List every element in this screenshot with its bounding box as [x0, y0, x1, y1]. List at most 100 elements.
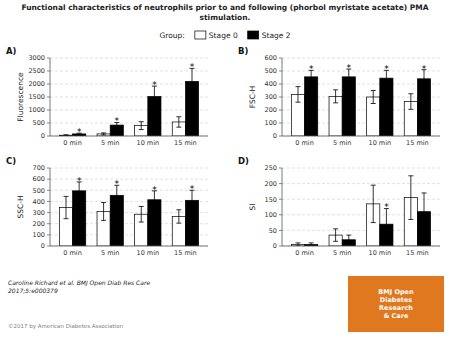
- error-cap: [309, 83, 314, 84]
- error-bar: [295, 243, 300, 246]
- plot-area: [291, 176, 430, 246]
- y-tick-label: 500: [265, 67, 277, 75]
- error-cap: [333, 102, 338, 103]
- x-axis: [50, 136, 208, 137]
- y-tick: [47, 168, 50, 169]
- y-tick: [47, 136, 50, 137]
- error-bar: [371, 185, 376, 222]
- error-bar: [63, 135, 68, 136]
- x-tick-label: 10 min: [369, 139, 392, 147]
- grid-line: [282, 58, 440, 59]
- y-axis-label: FSC-H: [248, 86, 257, 109]
- y-tick: [279, 110, 282, 111]
- error-cap: [114, 127, 119, 128]
- error-cap: [101, 132, 106, 133]
- x-tick-label: 0 min: [295, 139, 313, 147]
- y-tick: [47, 123, 50, 124]
- annotation: *: [309, 64, 314, 74]
- error-cap: [63, 196, 68, 197]
- y-tick: [279, 136, 282, 137]
- error-bar: [346, 235, 351, 244]
- y-tick-label: 0: [273, 132, 277, 140]
- error-cap: [152, 208, 157, 209]
- error-cap: [408, 219, 413, 220]
- error-cap: [176, 127, 181, 128]
- grid-line: [282, 183, 440, 184]
- error-stem: [311, 243, 312, 246]
- x-axis: [282, 136, 440, 137]
- panel-label: A): [6, 46, 17, 56]
- y-tick: [279, 84, 282, 85]
- error-bar: [139, 206, 144, 222]
- x-tick-label: 15 min: [406, 249, 429, 257]
- error-cap: [371, 185, 376, 186]
- y-tick-label: 500: [33, 187, 45, 195]
- y-tick: [279, 97, 282, 98]
- error-cap: [346, 84, 351, 85]
- legend-swatch: [195, 31, 206, 39]
- y-tick-label: 300: [33, 209, 45, 217]
- y-tick: [47, 71, 50, 72]
- error-stem: [297, 87, 298, 103]
- error-cap: [384, 85, 389, 86]
- grid-line: [50, 110, 208, 111]
- y-tick: [47, 234, 50, 235]
- x-tick-label: 15 min: [406, 139, 429, 147]
- panel: 0500100015002000250030000 min5 min10 min…: [6, 46, 208, 147]
- error-cap: [152, 106, 157, 107]
- error-bar: [384, 209, 389, 240]
- x-tick-label: 5 min: [101, 249, 119, 257]
- error-cap: [101, 134, 106, 135]
- error-stem: [410, 176, 411, 220]
- copyright: ©2017 by American Diabetes Association: [8, 323, 124, 330]
- y-tick-label: 100: [265, 211, 277, 219]
- plot-area: [59, 182, 198, 246]
- y-tick-label: 100: [33, 231, 45, 239]
- y-tick-label: 200: [265, 106, 277, 114]
- panel: 01002003004005006000 min5 min10 min15 mi…: [238, 46, 440, 147]
- error-bar: [139, 122, 144, 130]
- y-tick: [47, 212, 50, 213]
- x-tick-label: 15 min: [174, 249, 197, 257]
- error-stem: [297, 243, 298, 246]
- y-tick: [47, 246, 50, 247]
- y-tick: [47, 58, 50, 59]
- y-tick-label: 150: [265, 196, 277, 204]
- legend-swatch: [248, 31, 259, 39]
- error-cap: [408, 93, 413, 94]
- y-tick-label: 3000: [28, 54, 45, 62]
- error-stem: [410, 94, 411, 110]
- error-cap: [371, 222, 376, 223]
- grid-line: [50, 97, 208, 98]
- citation: Caroline Richard et al. BMJ Open Diab Re…: [8, 279, 150, 294]
- panel-label: B): [238, 46, 248, 56]
- annotation: *: [384, 64, 389, 74]
- error-stem: [335, 229, 336, 241]
- panel: 0501001502002500 min5 min10 min15 minSID…: [238, 156, 440, 257]
- error-bar: [101, 203, 106, 221]
- background: [0, 0, 450, 338]
- error-cap: [101, 202, 106, 203]
- error-stem: [103, 203, 104, 221]
- panel-label: C): [6, 156, 16, 166]
- publisher-text: BMJ OpenDiabetesResearch& Care: [378, 288, 414, 320]
- y-tick: [47, 110, 50, 111]
- grid-line: [50, 136, 208, 137]
- grid-line: [50, 71, 208, 72]
- error-cap: [346, 235, 351, 236]
- grid-line: [50, 246, 208, 247]
- y-tick: [47, 97, 50, 98]
- annotation: *: [422, 64, 427, 74]
- y-tick-label: 1500: [28, 93, 45, 101]
- panel-label: D): [238, 156, 249, 166]
- publisher-box: [348, 276, 444, 332]
- error-bar: [295, 87, 300, 103]
- y-tick: [279, 246, 282, 247]
- x-tick-label: 10 min: [369, 249, 392, 257]
- error-cap: [422, 87, 427, 88]
- plot-area: [59, 68, 198, 136]
- x-tick-label: 10 min: [137, 139, 160, 147]
- error-cap: [101, 220, 106, 221]
- bar: [380, 78, 393, 136]
- error-cap: [139, 129, 144, 130]
